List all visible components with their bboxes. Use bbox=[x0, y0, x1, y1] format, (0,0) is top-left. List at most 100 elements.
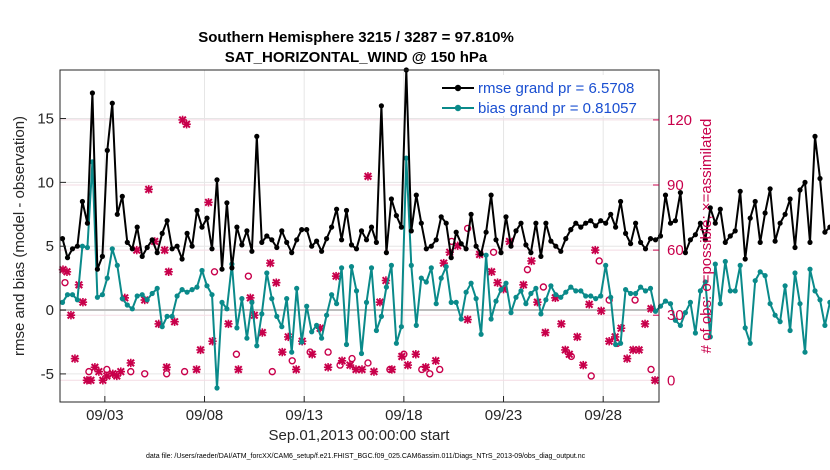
bias-point bbox=[234, 325, 240, 331]
rmse-point bbox=[423, 246, 429, 252]
y-tick-label: 15 bbox=[37, 111, 54, 128]
obs-assimilated-marker bbox=[272, 278, 281, 287]
rmse-point bbox=[179, 256, 185, 262]
rmse-point bbox=[418, 220, 424, 226]
obs-assimilated-marker bbox=[278, 347, 287, 357]
obs-assimilated-marker bbox=[192, 365, 201, 374]
bias-point bbox=[647, 285, 654, 291]
obs-assimilated-marker bbox=[266, 258, 275, 268]
bias-point bbox=[154, 285, 160, 291]
rmse-point bbox=[772, 238, 778, 244]
legend-marker-bias bbox=[454, 104, 462, 112]
bias-point bbox=[189, 287, 195, 293]
rmse-point bbox=[284, 239, 290, 245]
bias-point bbox=[787, 327, 793, 334]
obs-assimilated-marker bbox=[323, 363, 333, 372]
bias-point bbox=[373, 327, 379, 334]
obs-possible-marker bbox=[523, 265, 532, 274]
obs-assimilated-marker bbox=[160, 245, 169, 255]
rmse-point bbox=[737, 188, 743, 194]
bias-point bbox=[593, 296, 599, 302]
bias-point bbox=[662, 298, 669, 304]
rmse-point bbox=[503, 214, 509, 220]
bias-point bbox=[672, 317, 679, 323]
bias-point bbox=[528, 290, 534, 297]
rmse-point bbox=[573, 220, 579, 226]
bias-point bbox=[299, 339, 305, 345]
bias-point bbox=[219, 299, 225, 305]
bias-point bbox=[523, 301, 529, 307]
bias-point bbox=[478, 331, 484, 337]
rmse-point bbox=[568, 227, 574, 233]
rmse-point bbox=[782, 211, 788, 217]
rmse-point bbox=[453, 229, 459, 235]
rmse-point bbox=[174, 243, 180, 249]
obs-possible-marker bbox=[436, 365, 444, 374]
bias-point bbox=[274, 313, 280, 319]
legend-marker-rmse bbox=[454, 84, 462, 92]
rmse-point bbox=[99, 253, 105, 259]
bias-point bbox=[413, 322, 419, 328]
bias-point bbox=[697, 288, 704, 294]
bias-point bbox=[368, 265, 375, 271]
bias-point bbox=[762, 273, 768, 279]
obs-possible-marker bbox=[268, 367, 276, 376]
bias-point bbox=[264, 270, 270, 276]
y-tick-label: 10 bbox=[37, 174, 54, 191]
rmse-point bbox=[747, 215, 753, 221]
rmse-point bbox=[762, 210, 768, 216]
bias-point bbox=[508, 310, 514, 316]
y2-axis-label: # of obs: o=possible; ×=assimilated bbox=[698, 119, 715, 354]
y-tick-label: -5 bbox=[41, 366, 54, 383]
obs-assimilated-marker bbox=[78, 297, 88, 307]
rmse-point bbox=[812, 133, 818, 139]
rmse-point bbox=[473, 243, 479, 249]
bias-point bbox=[259, 311, 265, 317]
obs-assimilated-marker bbox=[204, 198, 213, 207]
rmse-point bbox=[94, 266, 100, 272]
rmse-point bbox=[493, 237, 499, 243]
rmse-point bbox=[339, 237, 345, 243]
rmse-point bbox=[74, 243, 80, 249]
rmse-point bbox=[184, 230, 190, 236]
bias-point bbox=[289, 349, 295, 355]
rmse-point bbox=[189, 243, 195, 249]
rmse-point bbox=[368, 224, 375, 230]
rmse-point bbox=[608, 211, 614, 217]
bias-point bbox=[802, 349, 808, 355]
y-tick-label: 0 bbox=[46, 302, 54, 319]
rmse-point bbox=[249, 248, 255, 254]
rmse-point bbox=[682, 250, 689, 256]
rmse-point bbox=[757, 239, 763, 245]
rmse-point bbox=[797, 187, 803, 193]
obs-possible-marker bbox=[127, 367, 135, 376]
rmse-point bbox=[383, 250, 389, 256]
bias-point bbox=[752, 278, 758, 284]
rmse-point bbox=[413, 192, 419, 198]
obs-assimilated-marker bbox=[62, 267, 72, 277]
bias-point bbox=[353, 288, 360, 294]
rmse-point bbox=[638, 239, 644, 245]
bias-point bbox=[727, 288, 733, 294]
bias-point bbox=[578, 288, 584, 294]
obs-possible-marker bbox=[288, 357, 296, 365]
obs-assimilated-marker bbox=[86, 376, 96, 385]
bias-point bbox=[483, 252, 489, 258]
x-tick-label: 09/28 bbox=[584, 407, 622, 424]
bias-point bbox=[618, 340, 624, 346]
bias-point bbox=[334, 301, 340, 307]
obs-assimilated-marker bbox=[234, 365, 243, 374]
bias-point bbox=[558, 294, 564, 300]
bias-point bbox=[623, 287, 629, 293]
bias-point bbox=[249, 299, 255, 305]
obs-assimilated-marker bbox=[565, 350, 574, 359]
bias-point bbox=[269, 296, 275, 302]
bias-point bbox=[797, 301, 803, 307]
obs-assimilated-marker bbox=[94, 367, 104, 376]
rmse-point bbox=[109, 100, 115, 106]
bias-point bbox=[722, 258, 728, 265]
bias-point bbox=[533, 285, 539, 291]
bias-point bbox=[169, 313, 175, 319]
obs-assimilated-marker bbox=[375, 297, 385, 307]
